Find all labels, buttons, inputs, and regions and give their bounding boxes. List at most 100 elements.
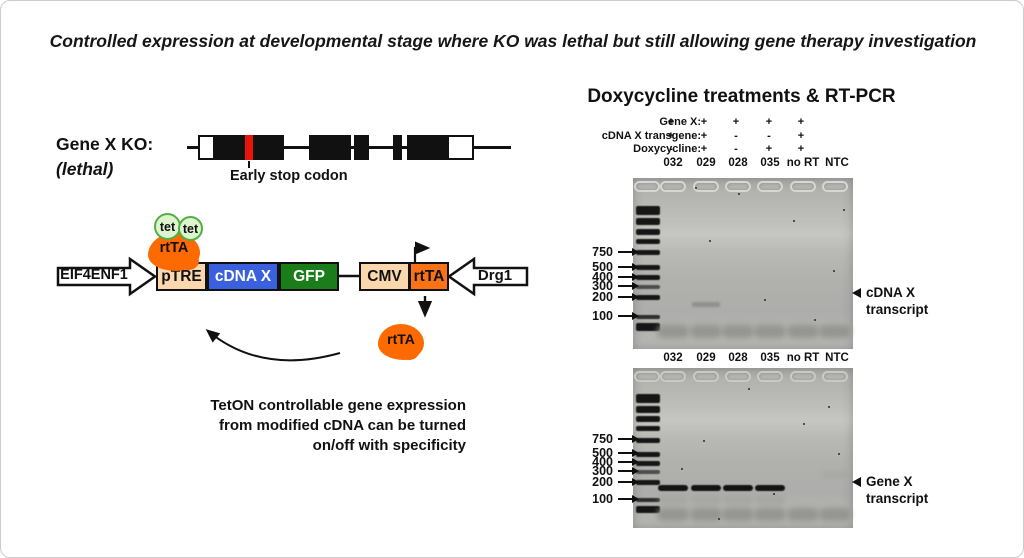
- gel-well: [725, 371, 751, 382]
- ladder-band-100: [636, 498, 660, 502]
- marker-arrow-icon: [618, 494, 639, 504]
- ladder-band-500: [636, 265, 660, 270]
- gel-well: [634, 371, 660, 382]
- table-cell: -: [669, 143, 673, 155]
- ladder-band-400: [636, 461, 660, 466]
- exon-4: [393, 135, 402, 160]
- caption-line-1: TetON controllable gene expression: [210, 397, 466, 414]
- drg1-label: Drg1: [477, 267, 513, 284]
- marker-arrow-icon: [618, 247, 639, 257]
- table-cell: +: [765, 116, 773, 128]
- drg1-arrow: [446, 256, 529, 297]
- gel-well: [822, 181, 848, 192]
- marker-arrow-icon: [618, 448, 639, 458]
- marker-arrow-icon: [618, 262, 639, 272]
- rt-pcr-header: Doxycycline treatments & RT-PCR: [587, 86, 896, 107]
- table-cell: -: [734, 129, 738, 142]
- lane-label: 029: [696, 157, 716, 169]
- size-marker-500: 500: [567, 260, 639, 274]
- ladder-band-200: [636, 480, 660, 485]
- gel-well: [660, 371, 686, 382]
- table-cell: -: [734, 143, 738, 155]
- gel-image-gene-x: [633, 368, 853, 528]
- gel1-band-annotation: cDNA X transcript: [852, 284, 928, 318]
- ladder-band: [636, 229, 660, 235]
- annotation-line-1: cDNA X: [866, 285, 916, 300]
- gel-image-cdna-x: [633, 178, 853, 349]
- annotation-line-2: transcript: [866, 302, 929, 317]
- caption-line-3: on/off with specificity: [312, 437, 466, 454]
- ladder-band-750: [636, 250, 660, 255]
- primer-dimer-band: [754, 325, 786, 338]
- marker-arrow-icon: [618, 292, 639, 302]
- lane-label: 035: [760, 352, 780, 364]
- table-cell: +: [797, 129, 805, 142]
- ladder-band: [636, 426, 660, 431]
- figure-title: Controlled expression at developmental s…: [49, 31, 977, 51]
- size-marker-400: 400: [567, 455, 639, 469]
- primer-dimer-band: [690, 325, 722, 338]
- table-cell: +: [700, 143, 708, 155]
- marker-arrow-icon: [618, 311, 639, 321]
- ladder-band: [636, 416, 660, 422]
- gel-well: [634, 181, 660, 192]
- gene-x-band-lane-028: [723, 485, 753, 491]
- ladder-band-500: [636, 452, 660, 457]
- early-stop-label: Early stop codon: [230, 168, 348, 184]
- primer-dimer-band: [787, 508, 819, 521]
- table-cell: +: [797, 116, 805, 128]
- eif4enf1-label: EIF4ENF1: [60, 267, 128, 283]
- marker-arrow-icon: [618, 466, 639, 476]
- band-smear: [658, 496, 688, 504]
- marker-arrow-icon: [618, 477, 639, 487]
- exon-2: [309, 135, 351, 160]
- caption-line-2: from modified cDNA can be turned: [219, 417, 466, 434]
- gel-well: [757, 371, 783, 382]
- cmv-label: CMV: [367, 267, 402, 285]
- cdna-x-box: cDNA X: [207, 262, 279, 291]
- rtta-box: rtTA: [409, 262, 449, 291]
- lane-label: no RT: [786, 157, 820, 169]
- teton-caption: TetON controllable gene expression from …: [201, 396, 466, 456]
- marker-arrow-icon: [618, 457, 639, 467]
- gel2-band-annotation: Gene X transcript: [852, 473, 928, 507]
- gel-well: [660, 181, 686, 192]
- gel-well: [725, 181, 751, 192]
- gel-well: [790, 181, 816, 192]
- ptre-box: pTRE: [156, 262, 207, 291]
- band-smear: [755, 496, 785, 504]
- marker-arrow-icon: [618, 281, 639, 291]
- table-cell: +: [765, 143, 773, 155]
- lane-label: NTC: [825, 352, 849, 364]
- size-marker-400: 400: [567, 270, 639, 284]
- primer-dimer-band: [819, 325, 851, 338]
- ladder-band: [636, 506, 660, 513]
- size-marker-100: 100: [567, 492, 639, 506]
- gene-ko-lethal-label: (lethal): [56, 159, 114, 179]
- size-marker-300: 300: [567, 464, 639, 478]
- cmv-box: CMV: [359, 262, 410, 291]
- ladder-band: [636, 239, 660, 244]
- primer-dimer-band: [657, 325, 689, 338]
- early-stop-pointer-line: [248, 161, 250, 168]
- ntc-ghost-smear: [821, 471, 849, 479]
- primer-dimer-band: [787, 325, 819, 338]
- exon-utr-right: [447, 135, 474, 160]
- size-marker-500: 500: [567, 446, 639, 460]
- table-cell: +: [700, 129, 708, 142]
- band-smear: [723, 496, 753, 504]
- feedback-arrow-icon: [205, 329, 341, 362]
- primer-dimer-band: [722, 508, 754, 521]
- size-marker-100: 100: [567, 309, 639, 323]
- primer-dimer-band: [722, 325, 754, 338]
- faint-cdna-band-lane-029: [692, 302, 720, 307]
- table-cell: +: [797, 143, 805, 155]
- table-cell: +: [732, 116, 740, 128]
- gene-x-band-lane-035: [755, 485, 785, 491]
- size-marker-750: 750: [567, 432, 639, 446]
- ladder-band-750: [636, 438, 660, 443]
- primer-dimer-band: [754, 508, 786, 521]
- ladder-band: [636, 206, 660, 215]
- gel-well: [822, 371, 848, 382]
- band-pointer-icon: [852, 288, 861, 298]
